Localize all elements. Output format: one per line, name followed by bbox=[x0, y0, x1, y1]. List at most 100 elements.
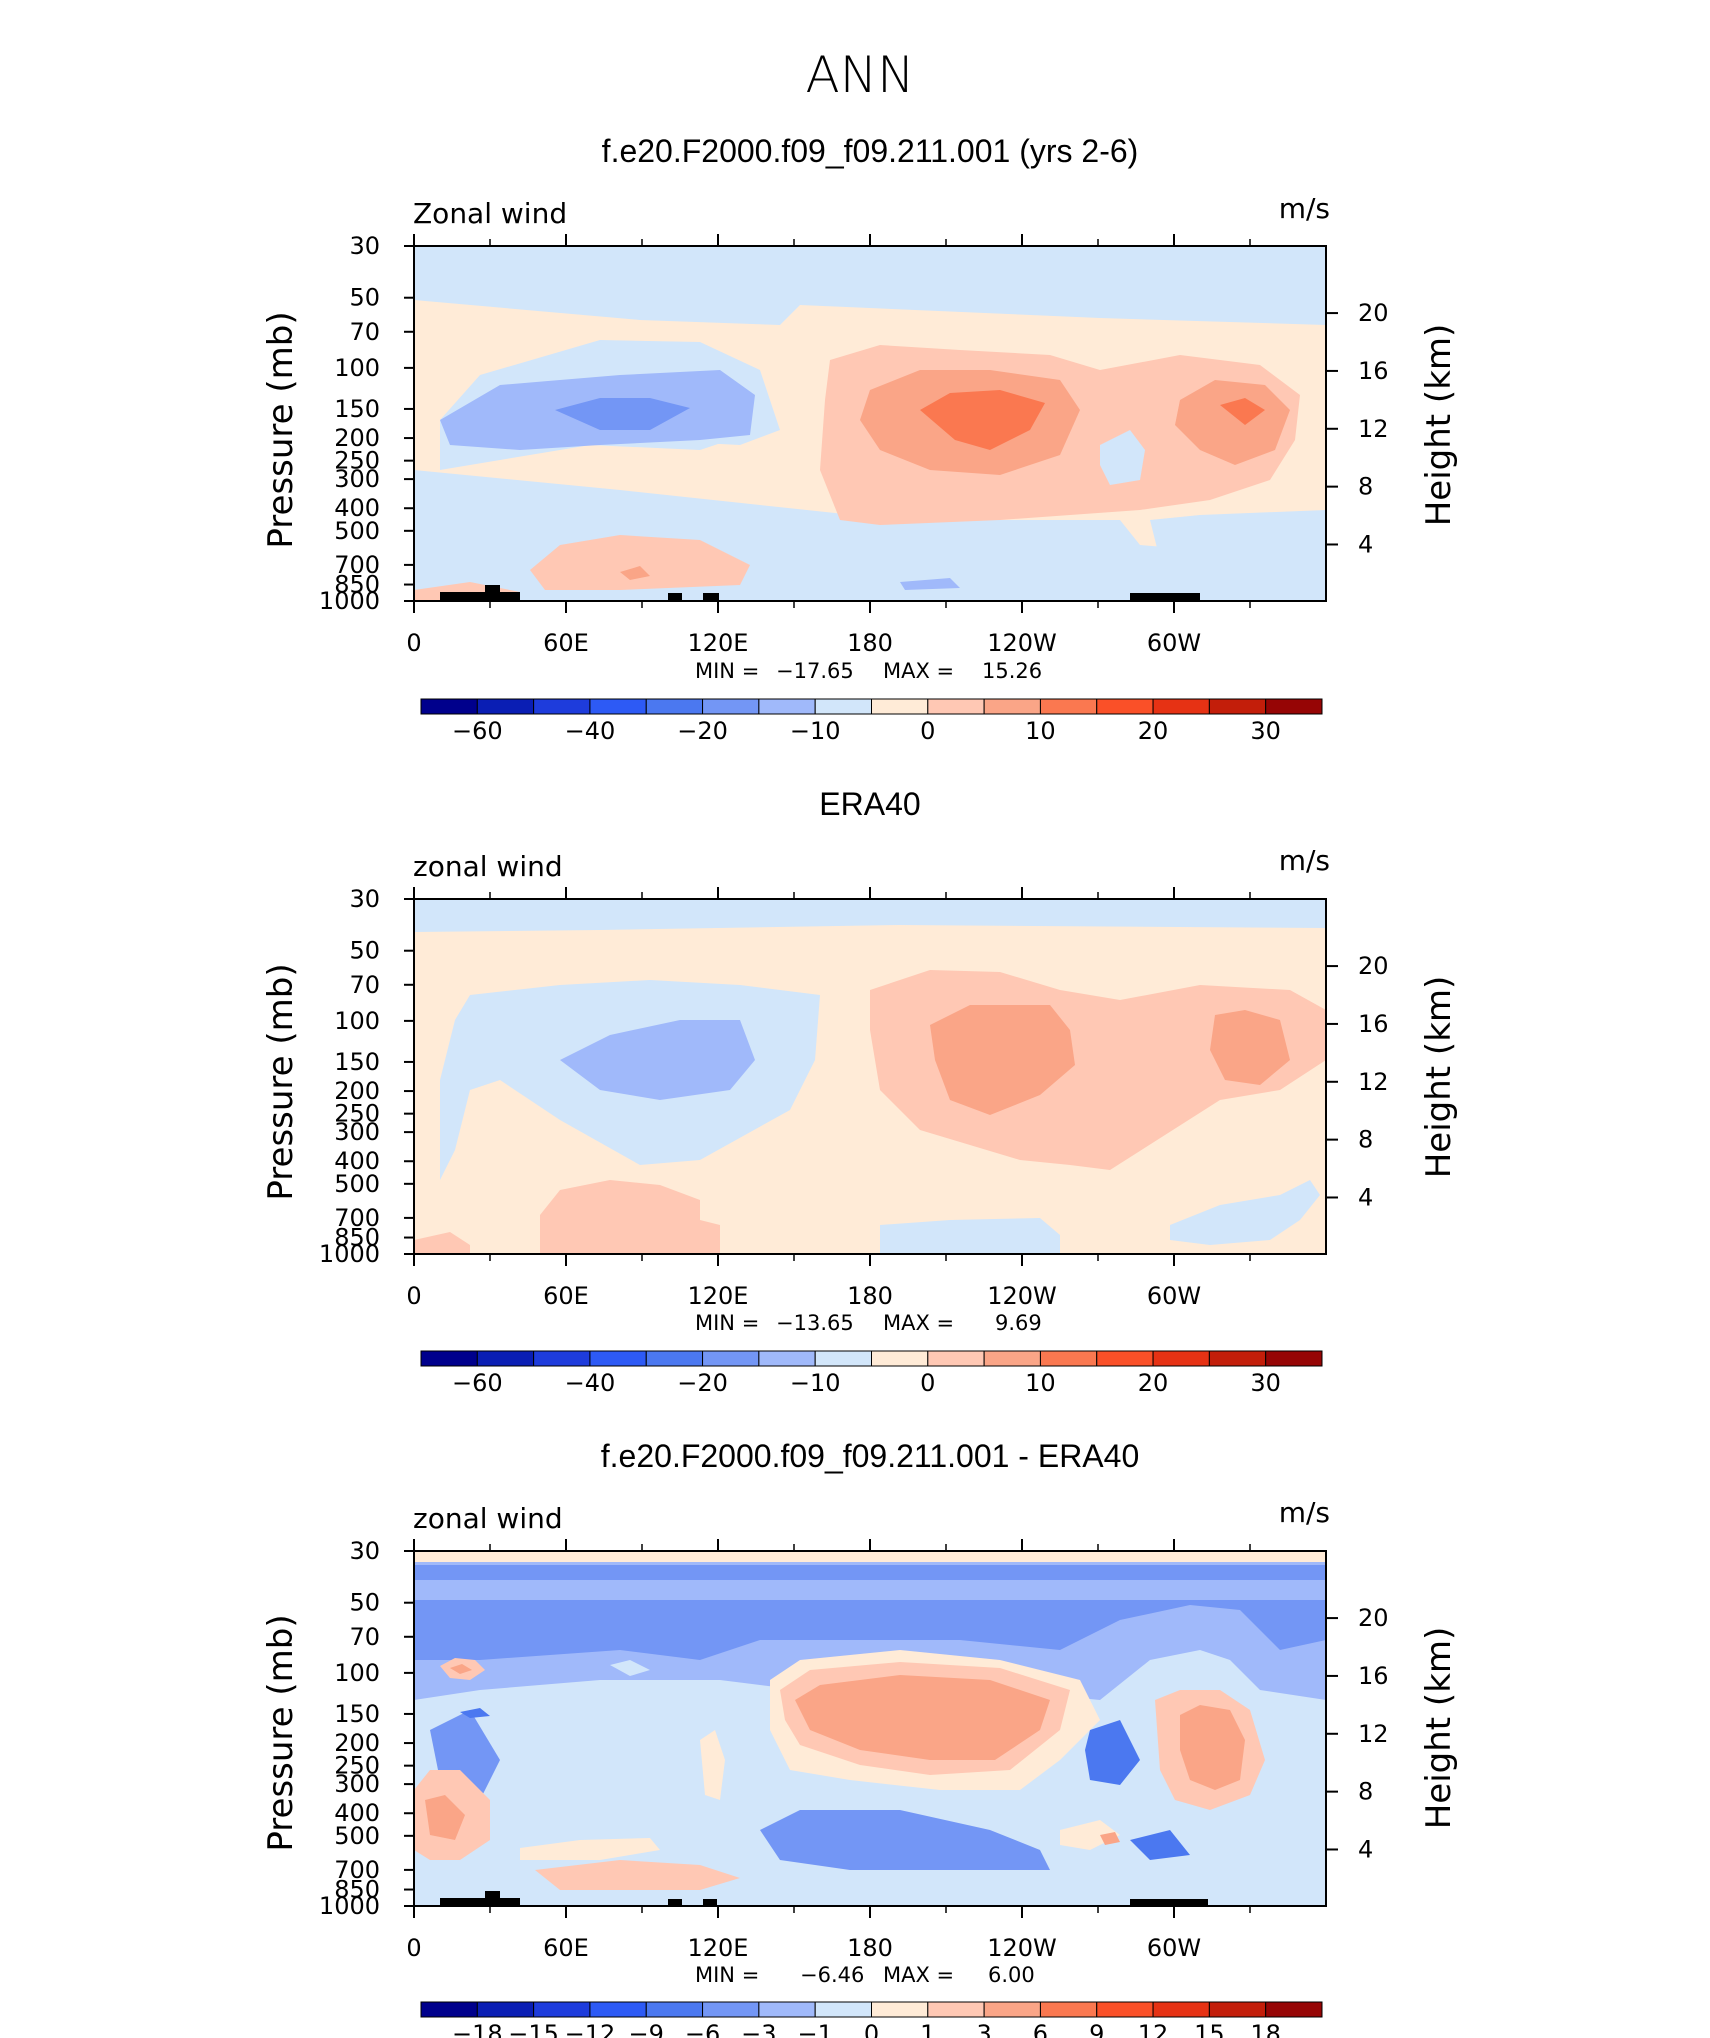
contour-positive-3c bbox=[620, 566, 650, 580]
panel-2: ERA40 zonal wind m/s 0 60E 120E 180 120W 60W 3… bbox=[261, 786, 1459, 1397]
colorbar-swatch bbox=[589, 2001, 647, 2018]
contour-positive-1c bbox=[700, 1730, 725, 1800]
y-tick-label: 700 bbox=[334, 551, 380, 579]
x-tick-label: 120W bbox=[987, 629, 1057, 657]
colorbar-swatch bbox=[1096, 2001, 1154, 2018]
y-right-tick-label: 12 bbox=[1358, 1720, 1389, 1748]
colorbar-label: −3 bbox=[741, 2020, 776, 2038]
colorbar-swatch bbox=[927, 698, 985, 715]
colorbar-label: 20 bbox=[1138, 717, 1169, 745]
page-title: ANN bbox=[805, 46, 914, 104]
colorbar-label: −40 bbox=[565, 717, 616, 745]
colorbar-swatch bbox=[1265, 2001, 1323, 2018]
y-tick-label: 150 bbox=[334, 395, 380, 423]
colorbar-swatch bbox=[1208, 698, 1267, 715]
max-value: 9.69 bbox=[995, 1311, 1042, 1335]
panel-title: ERA40 bbox=[819, 786, 920, 822]
y-tick-label: 400 bbox=[334, 1799, 380, 1827]
contour-positive-3d bbox=[1100, 1832, 1120, 1845]
contour-positive-3c bbox=[425, 1795, 465, 1840]
colorbar-label: 12 bbox=[1138, 2020, 1169, 2038]
colorbar-swatch bbox=[871, 2001, 929, 2018]
colorbar-label: −12 bbox=[565, 2020, 616, 2038]
colorbar-label: −6 bbox=[685, 2020, 720, 2038]
plot-area bbox=[413, 898, 1327, 1255]
y-tick-label: 30 bbox=[349, 232, 380, 260]
x-tick-label: 0 bbox=[406, 1282, 421, 1310]
x-tick-label: 120E bbox=[688, 629, 749, 657]
y-right-tick-label: 16 bbox=[1358, 357, 1389, 385]
y-axis-right-label: Height (km) bbox=[1419, 1627, 1459, 1830]
contour-negative-2b bbox=[900, 578, 960, 590]
units-label: m/s bbox=[1279, 844, 1330, 877]
colorbar-swatch bbox=[1039, 1350, 1098, 1367]
axes: 0 60E 120E 180 120W 60W3050701001502002503004… bbox=[319, 885, 1389, 1310]
colorbar-swatch bbox=[983, 698, 1041, 715]
colorbar-label: 30 bbox=[1250, 1369, 1281, 1397]
min-value: −17.65 bbox=[776, 659, 854, 683]
contour-positive-3e bbox=[450, 1664, 472, 1674]
colorbar-label: 10 bbox=[1025, 1369, 1056, 1397]
colorbar-swatch bbox=[927, 1350, 985, 1367]
y-tick-label: 850 bbox=[334, 1224, 380, 1252]
y-right-tick-label: 12 bbox=[1358, 1068, 1389, 1096]
colorbar-swatch bbox=[533, 1350, 591, 1367]
y-right-tick-label: 20 bbox=[1358, 299, 1389, 327]
contour-positive-4b bbox=[1220, 398, 1265, 425]
colorbar-swatch bbox=[476, 1350, 535, 1367]
colorbar-label: −60 bbox=[452, 1369, 503, 1397]
variable-label: zonal wind bbox=[413, 1502, 563, 1535]
contour-negative-3c bbox=[760, 1810, 1050, 1870]
contour-positive-3b bbox=[1180, 1705, 1245, 1790]
x-tick-label: 180 bbox=[847, 1282, 893, 1310]
y-axis-label: Pressure (mb) bbox=[261, 311, 301, 548]
y-right-tick-label: 20 bbox=[1358, 1604, 1389, 1632]
y-tick-label: 70 bbox=[349, 318, 380, 346]
colorbar-swatch bbox=[645, 2001, 704, 2018]
max-value: 15.26 bbox=[982, 659, 1042, 683]
colorbar-swatch bbox=[702, 2001, 760, 2018]
colorbar-swatch bbox=[533, 2001, 591, 2018]
x-tick-label: 60E bbox=[543, 1934, 589, 1962]
max-label: MAX = bbox=[883, 659, 954, 683]
colorbar-label: 0 bbox=[864, 2020, 879, 2038]
max-value: 6.00 bbox=[988, 1963, 1035, 1987]
topography-mask bbox=[703, 1899, 717, 1906]
contour-positive-2b bbox=[530, 535, 750, 590]
topography-mask bbox=[440, 585, 520, 601]
colorbar-swatch bbox=[420, 698, 478, 715]
colorbar-swatch bbox=[1039, 2001, 1098, 2018]
contour-negative-1 bbox=[610, 1660, 650, 1676]
topography-mask bbox=[440, 1891, 520, 1906]
min-label: MIN = bbox=[695, 1963, 759, 1987]
plot-area bbox=[413, 245, 1327, 602]
x-tick-label: 60W bbox=[1147, 1282, 1201, 1310]
y-tick-label: 200 bbox=[334, 1729, 380, 1757]
contour-negative-2 bbox=[560, 1020, 755, 1100]
contour-positive-3a bbox=[795, 1675, 1050, 1760]
contour-negative-3 bbox=[555, 398, 690, 430]
colorbar-label: 20 bbox=[1138, 1369, 1169, 1397]
y-tick-label: 500 bbox=[334, 517, 380, 545]
y-tick-label: 400 bbox=[334, 1147, 380, 1175]
min-value: −6.46 bbox=[800, 1963, 864, 1987]
contour-positive-2c bbox=[414, 1232, 470, 1254]
colorbar-swatch bbox=[420, 2001, 478, 2018]
colorbar-swatch bbox=[702, 698, 760, 715]
y-tick-label: 300 bbox=[334, 465, 380, 493]
colorbar-label: 0 bbox=[920, 1369, 935, 1397]
colorbar-swatch bbox=[814, 698, 872, 715]
colorbar-swatch bbox=[927, 2001, 985, 2018]
variable-label: Zonal wind bbox=[413, 197, 567, 230]
y-right-tick-label: 4 bbox=[1358, 1183, 1373, 1211]
colorbar-label: 30 bbox=[1250, 717, 1281, 745]
topography-mask bbox=[668, 593, 682, 601]
y-tick-label: 100 bbox=[334, 354, 380, 382]
topography-mask bbox=[703, 593, 719, 601]
contour-negative-1c bbox=[880, 1218, 1060, 1254]
min-label: MIN = bbox=[695, 659, 759, 683]
colorbar: −60 −40 −20 −10 0 10 20 30 bbox=[420, 698, 1323, 745]
min-label: MIN = bbox=[695, 1311, 759, 1335]
y-tick-label: 850 bbox=[334, 1876, 380, 1904]
colorbar-label: 10 bbox=[1025, 717, 1056, 745]
